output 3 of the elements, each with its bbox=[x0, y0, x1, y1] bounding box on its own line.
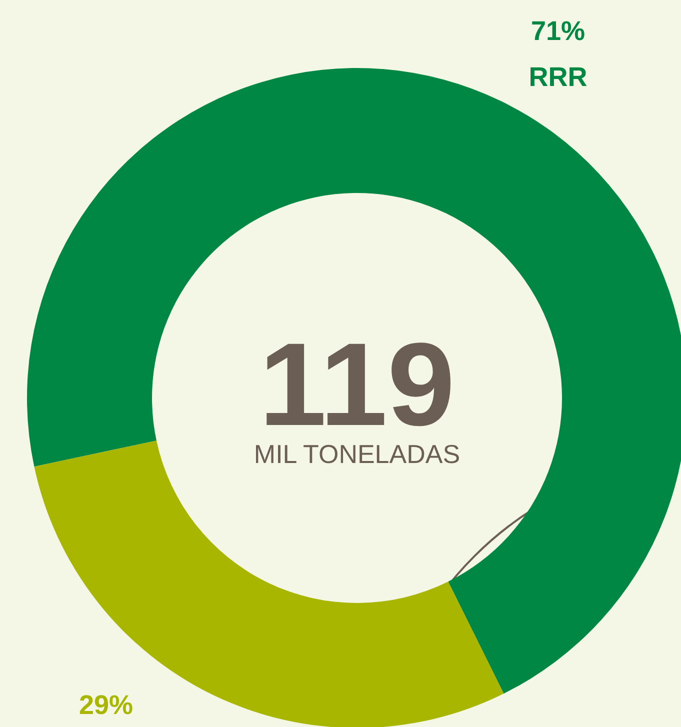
slice-label: RRR bbox=[528, 62, 588, 92]
data-label: 71% bbox=[530, 16, 586, 46]
data-label: 29% bbox=[78, 690, 134, 720]
